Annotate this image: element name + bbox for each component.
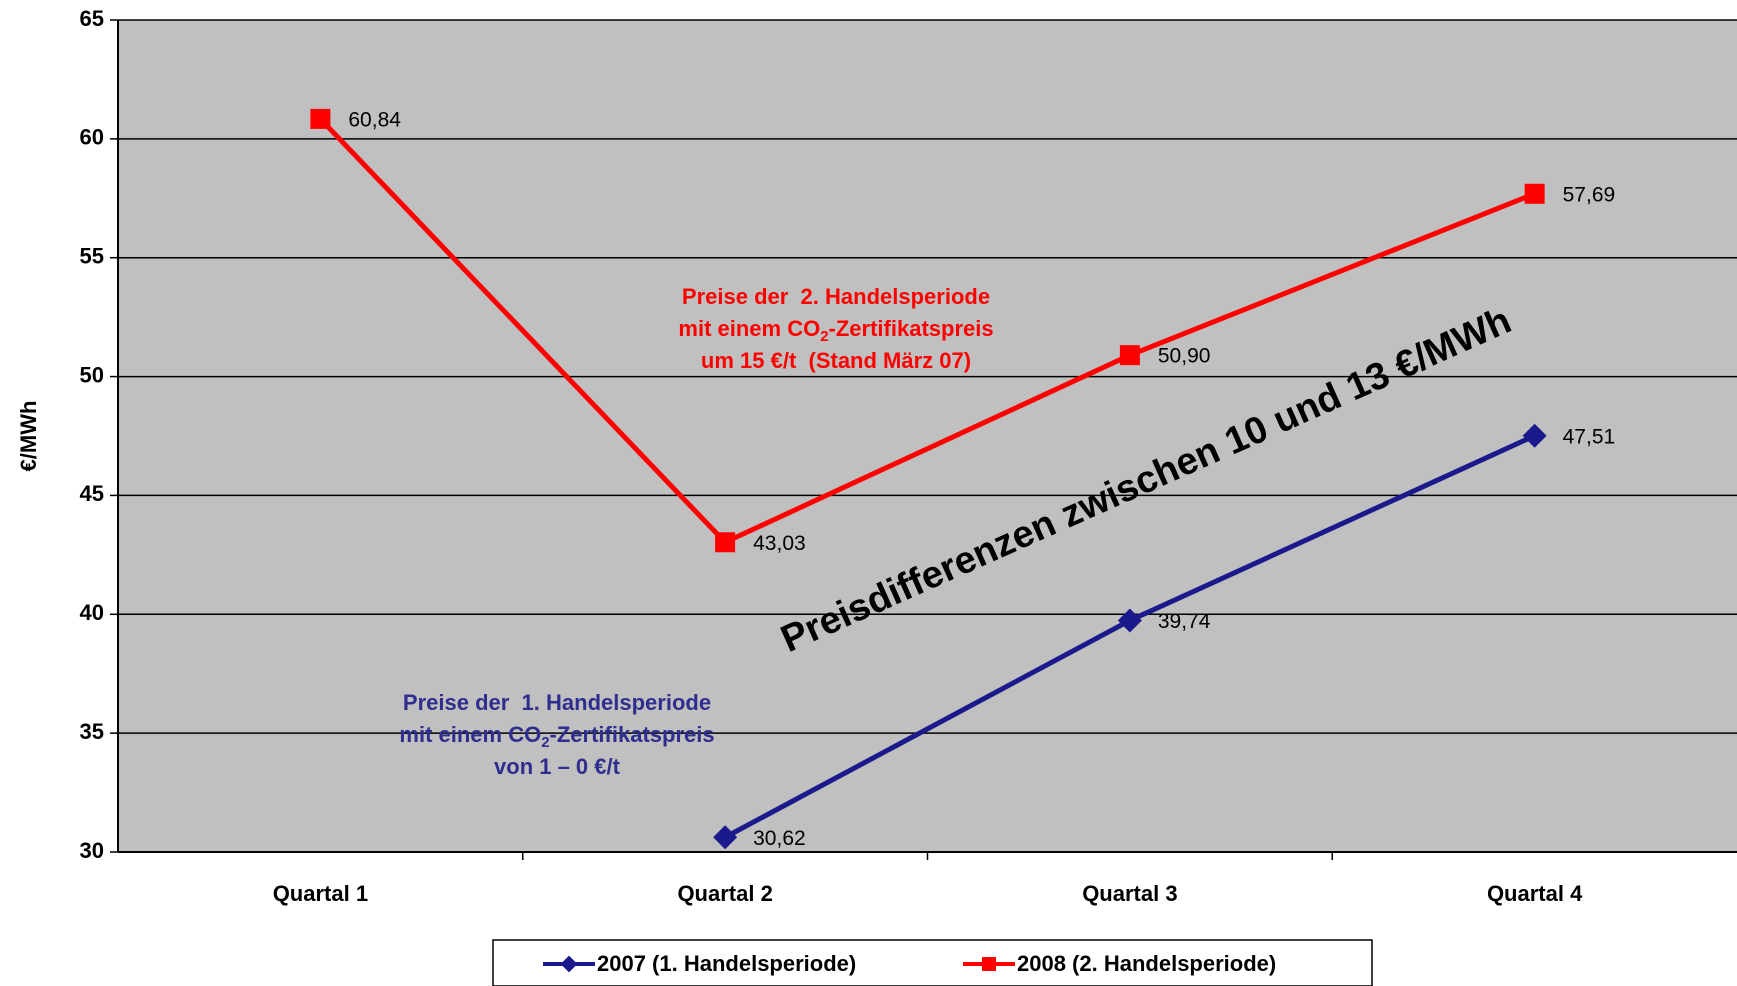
annotation-text: um 15 €/t (Stand März 07) bbox=[701, 348, 971, 373]
marker bbox=[1524, 183, 1545, 204]
annotation: um 15 €/t (Stand März 07) bbox=[701, 348, 971, 373]
y-tick-label: 30 bbox=[80, 838, 104, 863]
marker bbox=[560, 955, 578, 973]
y-tick-label: 65 bbox=[80, 6, 104, 31]
annotation: Preise der 2. Handelsperiode bbox=[682, 284, 990, 309]
data-label: 39,74 bbox=[1158, 610, 1211, 633]
marker bbox=[310, 108, 331, 129]
subscript: 2 bbox=[820, 328, 828, 345]
data-label: 50,90 bbox=[1158, 345, 1211, 368]
annotation-text: -Zertifikatspreis bbox=[550, 722, 715, 747]
annotation: mit einem CO2-Zertifikatspreis bbox=[399, 722, 714, 751]
y-tick-label: 55 bbox=[80, 244, 104, 269]
marker bbox=[1119, 345, 1140, 366]
x-tick-label: Quartal 1 bbox=[273, 881, 368, 906]
annotation-text: Preise der 1. Handelsperiode bbox=[403, 690, 711, 715]
series-line bbox=[318, 117, 1536, 545]
annotation-text: Preise der 2. Handelsperiode bbox=[682, 284, 990, 309]
y-tick-label: 50 bbox=[80, 362, 104, 387]
annotation: Preise der 1. Handelsperiode bbox=[403, 690, 711, 715]
data-label: 47,51 bbox=[1563, 425, 1616, 448]
annotation-text: mit einem CO bbox=[678, 316, 820, 341]
annotation-text: -Zertifikatspreis bbox=[829, 316, 994, 341]
annotation: von 1 – 0 €/t bbox=[494, 754, 621, 779]
y-tick-label: 60 bbox=[80, 125, 104, 150]
subscript: 2 bbox=[541, 734, 549, 751]
data-label: 57,69 bbox=[1563, 183, 1616, 206]
data-label: 43,03 bbox=[753, 532, 806, 555]
annotation: mit einem CO2-Zertifikatspreis bbox=[678, 316, 993, 345]
y-tick-label: 40 bbox=[80, 600, 104, 625]
annotation-text: von 1 – 0 €/t bbox=[494, 754, 621, 779]
legend-label: 2008 (2. Handelsperiode) bbox=[1017, 951, 1276, 976]
marker bbox=[715, 532, 736, 553]
data-label: 60,84 bbox=[348, 108, 401, 131]
legend-label: 2007 (1. Handelsperiode) bbox=[597, 951, 856, 976]
x-tick-label: Quartal 2 bbox=[677, 881, 772, 906]
marker bbox=[1117, 608, 1142, 633]
y-tick-label: 35 bbox=[80, 719, 104, 744]
marker bbox=[982, 957, 996, 971]
marker bbox=[1522, 423, 1547, 448]
y-tick-label: 45 bbox=[80, 481, 104, 506]
legend-box bbox=[492, 939, 1373, 986]
x-tick-label: Quartal 3 bbox=[1082, 881, 1177, 906]
annotation-text: mit einem CO bbox=[399, 722, 541, 747]
y-axis-label: €/MWh bbox=[16, 401, 41, 472]
marker bbox=[713, 825, 738, 850]
data-label: 30,62 bbox=[753, 827, 806, 850]
plot-area bbox=[118, 20, 1737, 852]
x-tick-label: Quartal 4 bbox=[1487, 881, 1583, 906]
